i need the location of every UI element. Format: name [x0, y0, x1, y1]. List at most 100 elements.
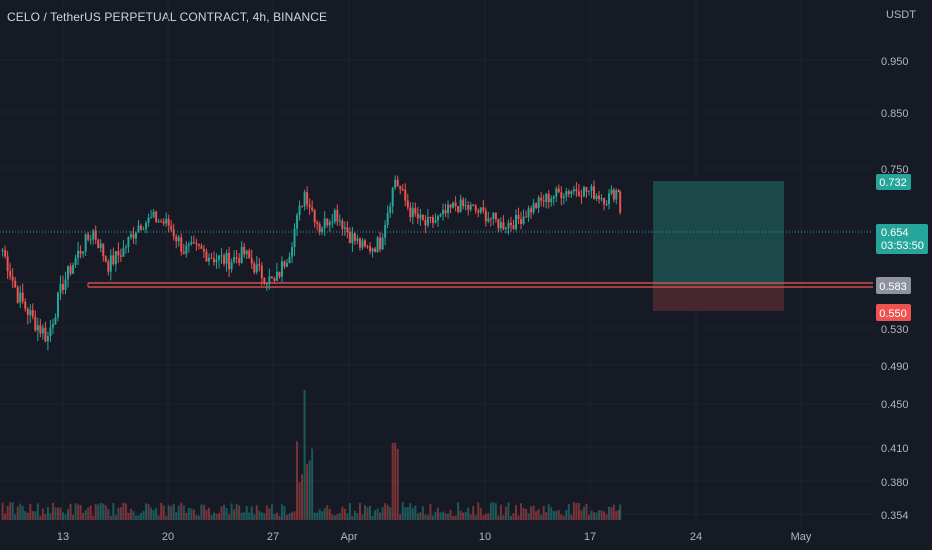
volume-bar: [102, 503, 105, 520]
candle-body: [49, 327, 52, 337]
volume-bar: [218, 513, 221, 520]
volume-bar: [426, 515, 429, 520]
volume-bar: [416, 513, 419, 520]
volume-bar: [283, 506, 286, 520]
volume-bar: [547, 504, 550, 520]
volume-bar: [318, 509, 321, 520]
candle-body: [328, 222, 331, 226]
target-zone[interactable]: [653, 181, 784, 285]
candle-body: [421, 214, 424, 221]
time-tick: May: [791, 531, 812, 543]
price-tick: 0.450: [881, 399, 909, 411]
volume-bar: [170, 506, 173, 520]
volume-bar: [39, 515, 42, 520]
volume-bar: [366, 507, 369, 520]
candle-body: [258, 264, 261, 266]
time-tick: 24: [690, 531, 702, 543]
candle-body: [535, 203, 538, 208]
candle-body: [240, 246, 243, 263]
candle-body: [1, 250, 4, 252]
candle-body: [82, 251, 85, 254]
price-badges: 0.732 0.654 03:53:50 0.583 0.550: [876, 174, 928, 321]
candle-body: [401, 189, 404, 191]
volume-bar: [472, 505, 475, 520]
volume-bar: [386, 504, 389, 520]
volume-bar: [185, 512, 188, 520]
candle-body: [56, 292, 59, 318]
volume-bar: [207, 507, 210, 520]
stop-zone[interactable]: [653, 285, 784, 311]
candle-body: [361, 240, 364, 248]
candle-body: [298, 205, 301, 216]
volume-bar: [16, 506, 19, 520]
candle-body: [230, 262, 233, 270]
candle-body: [210, 257, 213, 259]
volume-bar: [109, 515, 112, 520]
volume-bar: [341, 506, 344, 520]
position-zones[interactable]: [87, 181, 873, 311]
volume-bar: [457, 502, 460, 520]
volume-bar: [348, 502, 351, 520]
volume-bar: [414, 505, 417, 520]
volume-bar: [535, 511, 538, 520]
volume-bar: [190, 508, 193, 520]
volume-bar: [296, 441, 299, 520]
candle-body: [268, 276, 271, 284]
volume-bar: [459, 510, 462, 520]
candle-body: [233, 257, 236, 263]
candle-body: [479, 207, 482, 213]
volume-bar: [582, 506, 585, 520]
candle-body: [283, 261, 286, 267]
volume-bar: [585, 503, 588, 520]
volume-bar: [537, 509, 540, 520]
volume-bar: [233, 509, 236, 520]
volume-bar: [336, 514, 339, 520]
candle-body: [469, 204, 472, 210]
candle-body: [608, 193, 611, 205]
volume-bar: [270, 504, 273, 520]
price-axis[interactable]: 0.950 0.850 0.750 0.530 0.490 0.450 0.41…: [881, 56, 909, 522]
candle-body: [619, 192, 622, 213]
candle-body: [248, 250, 251, 259]
candle-body: [31, 310, 34, 317]
candle-body: [426, 216, 429, 226]
volume-bar: [497, 515, 500, 520]
candle-body: [202, 248, 205, 252]
volume-bar: [145, 503, 148, 520]
candle-body: [447, 204, 450, 214]
candle-body: [409, 207, 412, 218]
candle-body: [46, 336, 49, 342]
volume-bar: [391, 442, 394, 520]
candle-body: [200, 245, 203, 249]
volume-bar: [124, 503, 127, 520]
candle-body: [306, 192, 309, 205]
candle-body: [484, 210, 487, 222]
volume-bar: [160, 502, 163, 520]
volume-bar: [243, 512, 246, 520]
volume-bar: [182, 505, 185, 520]
volume-bar: [617, 509, 620, 520]
time-tick: 27: [267, 531, 279, 543]
candle-body: [577, 191, 580, 197]
volume-bar: [92, 515, 95, 520]
volume-bar: [474, 515, 477, 520]
volume-bar: [321, 511, 324, 520]
candle-body: [429, 216, 432, 218]
volume-bar: [97, 504, 100, 520]
candle-body: [489, 218, 492, 220]
candle-body: [459, 199, 462, 212]
candle-body: [487, 218, 490, 222]
volume-bar: [487, 513, 490, 520]
candles[interactable]: [1, 175, 622, 351]
volume-bar: [379, 512, 382, 520]
candle-body: [366, 246, 369, 248]
volume-bar: [447, 513, 450, 520]
candle-body: [394, 179, 397, 188]
candle-body: [134, 232, 137, 239]
candle-body: [225, 252, 228, 264]
time-axis[interactable]: 13 20 27 Apr 10 17 24 May: [57, 531, 812, 543]
volume-bar: [202, 504, 205, 520]
volume-bar: [494, 503, 497, 520]
